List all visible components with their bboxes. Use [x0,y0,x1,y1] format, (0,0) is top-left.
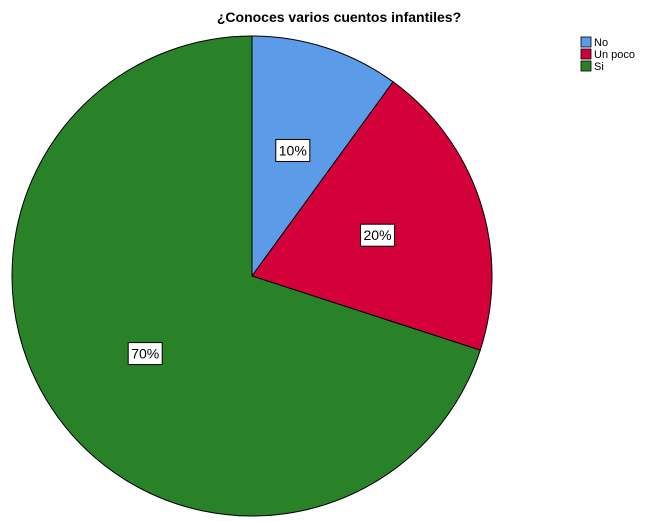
legend-item-si: Si [580,60,604,73]
data-label-text: 20% [364,227,392,243]
pie-data-labels: 10% 20% 70% [127,138,396,366]
legend-label: Si [594,61,604,73]
pie-slice-no [251,35,394,278]
pie-slice-si [11,35,481,517]
pie-slices [11,35,493,517]
data-label-box [360,223,396,247]
data-label-box [275,138,311,162]
legend-swatch [580,36,592,48]
legend-item-un-poco: Un poco [580,48,635,61]
data-label-un-poco: 20% [360,223,396,247]
legend-swatch [580,48,592,60]
pie-slice-un-poco [251,81,493,351]
data-label-si: 70% [127,342,163,366]
legend-label: Un poco [594,49,635,61]
data-label-no: 10% [275,138,311,162]
chart-title: ¿Conoces varios cuentos infantiles? [217,9,461,25]
legend-swatch [580,60,592,72]
data-label-box [127,342,163,366]
data-label-text: 10% [279,142,307,158]
legend-item-no: No [580,36,608,49]
legend-label: No [594,37,608,49]
data-label-text: 70% [131,346,159,362]
